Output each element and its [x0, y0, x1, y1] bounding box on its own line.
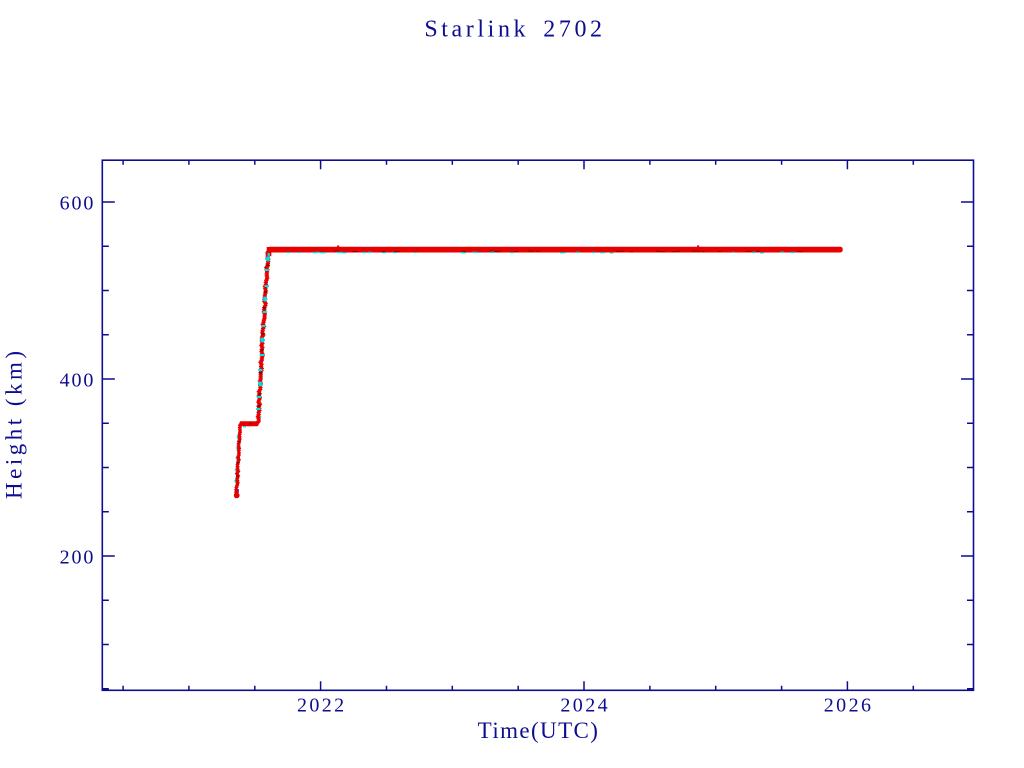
svg-text:600: 600	[60, 193, 96, 215]
svg-text:200: 200	[60, 547, 96, 569]
svg-text:Height (km): Height (km)	[2, 347, 27, 499]
svg-text:Time(UTC): Time(UTC)	[478, 718, 600, 743]
svg-text:Starlink 2702: Starlink 2702	[424, 16, 605, 42]
svg-text:2024: 2024	[560, 694, 610, 716]
svg-text:2026: 2026	[824, 694, 874, 716]
svg-text:400: 400	[60, 370, 96, 392]
svg-text:2022: 2022	[297, 694, 347, 716]
